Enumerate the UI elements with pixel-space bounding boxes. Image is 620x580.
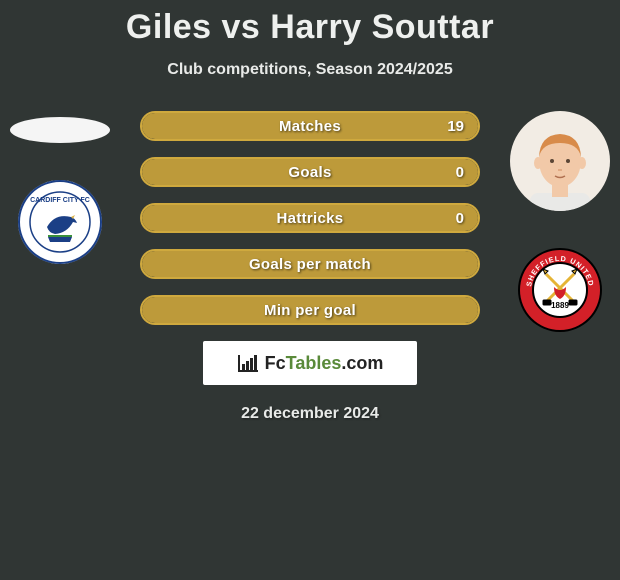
club-badge-right: SHEFFIELD UNITED 1889 bbox=[517, 247, 603, 333]
brand-seg1: Fc bbox=[265, 353, 286, 373]
svg-text:1889: 1889 bbox=[551, 301, 569, 310]
svg-text:CARDIFF CITY FC: CARDIFF CITY FC bbox=[30, 197, 90, 204]
stat-row: Matches19 bbox=[140, 111, 480, 141]
stat-value: 0 bbox=[456, 205, 464, 231]
club-badge-left: CARDIFF CITY FC bbox=[17, 179, 103, 265]
stat-row: Goals0 bbox=[140, 157, 480, 187]
player-left-placeholder bbox=[10, 117, 110, 143]
brand-text: FcTables.com bbox=[265, 353, 384, 374]
stat-bars: Matches19Goals0Hattricks0Goals per match… bbox=[140, 111, 480, 325]
player-right-avatar bbox=[510, 111, 610, 211]
stat-label: Goals per match bbox=[142, 251, 478, 277]
brand-seg3: .com bbox=[341, 353, 383, 373]
stat-label: Matches bbox=[142, 113, 478, 139]
right-column: SHEFFIELD UNITED 1889 bbox=[510, 111, 610, 333]
page-title: Giles vs Harry Souttar bbox=[0, 0, 620, 47]
stat-label: Hattricks bbox=[142, 205, 478, 231]
sheffield-united-badge-icon: SHEFFIELD UNITED 1889 bbox=[517, 247, 603, 333]
stat-label: Goals bbox=[142, 159, 478, 185]
comparison-panel: CARDIFF CITY FC bbox=[0, 111, 620, 423]
brand-badge: FcTables.com bbox=[203, 341, 417, 385]
subtitle: Club competitions, Season 2024/2025 bbox=[0, 61, 620, 79]
player-face-icon bbox=[520, 121, 600, 211]
bar-chart-icon bbox=[237, 354, 259, 372]
stat-row: Min per goal bbox=[140, 295, 480, 325]
stat-row: Hattricks0 bbox=[140, 203, 480, 233]
left-column: CARDIFF CITY FC bbox=[10, 111, 110, 265]
stat-row: Goals per match bbox=[140, 249, 480, 279]
brand-seg2: Tables bbox=[286, 353, 342, 373]
cardiff-city-badge-icon: CARDIFF CITY FC bbox=[17, 179, 103, 265]
stat-label: Min per goal bbox=[142, 297, 478, 323]
date-text: 22 december 2024 bbox=[0, 405, 620, 423]
stat-value: 0 bbox=[456, 159, 464, 185]
stat-value: 19 bbox=[447, 113, 464, 139]
